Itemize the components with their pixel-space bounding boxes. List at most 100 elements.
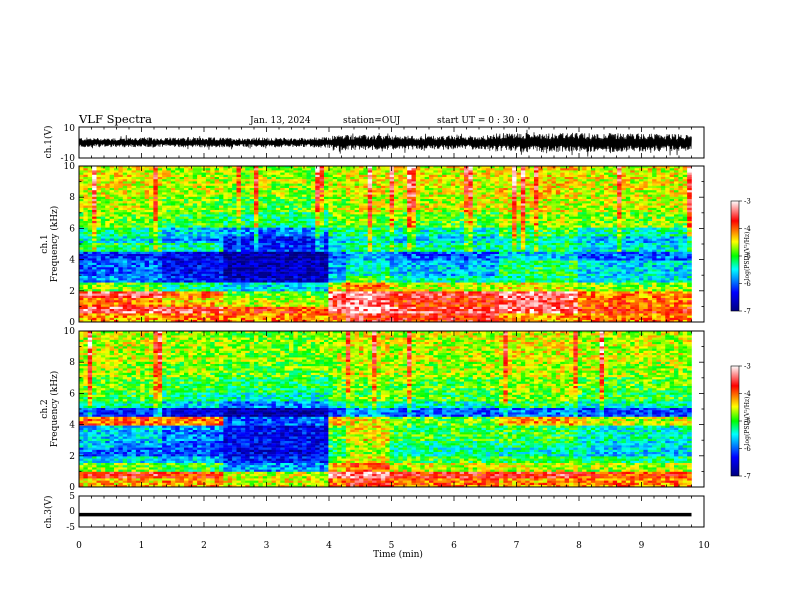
spectrogram-cell (245, 194, 250, 197)
spectrogram-cell (310, 232, 316, 235)
spectrogram-cell (249, 287, 255, 290)
spectrogram-cell (324, 236, 329, 239)
spectrogram-cell (267, 181, 272, 184)
spectrogram-cell (345, 251, 351, 255)
spectrogram-cell (170, 170, 176, 173)
spectrogram-cell (140, 267, 145, 270)
spectrogram-cell (240, 267, 246, 270)
spectrogram-cell (223, 293, 229, 296)
spectrogram-cell (223, 304, 229, 307)
spectrogram-cell (275, 315, 281, 318)
spectrogram-cell (232, 221, 237, 224)
spectrogram-cell (262, 210, 268, 213)
spectrogram-cell (227, 247, 233, 250)
spectrogram-cell (332, 181, 338, 184)
spectrogram-cell (280, 245, 285, 248)
spectrogram-cell (341, 179, 347, 182)
spectrogram-cell (293, 199, 299, 202)
spectrogram-cell (153, 179, 159, 182)
spectrogram-cell (140, 304, 145, 307)
spectrogram-cell (363, 210, 369, 213)
spectrogram-cell (227, 194, 233, 197)
spectrogram-cell (289, 306, 294, 310)
spectrogram-cell (258, 249, 264, 252)
spectrogram-cell (114, 273, 119, 277)
spectrogram-cell (354, 313, 360, 316)
spectrogram-cell (223, 196, 229, 200)
spectrogram-cell (345, 225, 351, 228)
spectrogram-cell (188, 196, 194, 200)
spectrogram-cell (179, 309, 185, 312)
spectrogram-cell (135, 227, 141, 230)
spectrogram-cell (324, 181, 329, 184)
spectrogram-cell (376, 212, 382, 215)
spectrogram-cell (201, 282, 207, 285)
spectrogram-cell (149, 190, 154, 193)
spectrogram-cell (162, 271, 167, 274)
spectrogram-cell (306, 216, 312, 219)
spectrogram-cell (153, 170, 159, 173)
spectrogram-cell (332, 218, 338, 222)
spectrogram-cell (122, 265, 128, 268)
spectrogram-cell (179, 174, 185, 178)
spectrogram-cell (140, 168, 145, 171)
spectrogram-cell (127, 256, 132, 259)
spectrogram-cell (127, 249, 132, 252)
spectrogram-cell (83, 183, 89, 186)
spectrogram-cell (170, 271, 176, 274)
spectrogram-cell (192, 214, 198, 217)
spectrogram-cell (179, 192, 185, 195)
spectrogram-cell (267, 306, 272, 310)
spectrogram-cell (271, 199, 277, 202)
spectrogram-cell (188, 238, 194, 241)
spectrogram-cell (96, 311, 102, 314)
spectrogram-cell (170, 212, 176, 215)
spectrogram-cell (315, 256, 320, 259)
spectrogram-cell (240, 284, 246, 288)
spectrogram-cell (131, 174, 137, 178)
spectrogram-cell (315, 254, 320, 257)
spectrogram-cell (289, 240, 294, 244)
spectrogram-cell (262, 298, 268, 301)
spectrogram-cell (227, 280, 233, 283)
spectrogram-cell (127, 232, 132, 235)
spectrogram-cell (192, 181, 198, 184)
spectrogram-cell (315, 262, 320, 266)
spectrogram-cell (214, 185, 220, 189)
spectrogram-cell (122, 172, 128, 175)
spectrogram-cell (105, 207, 110, 211)
spectrogram-cell (131, 254, 137, 257)
spectrogram-cell (105, 201, 110, 204)
spectrogram-cell (363, 315, 369, 318)
spectrogram-cell (96, 183, 102, 186)
spectrogram-cell (350, 166, 355, 169)
spectrogram-cell (324, 185, 329, 189)
spectrogram-cell (105, 210, 110, 213)
spectrogram-cell (109, 282, 115, 285)
spectrogram-cell (302, 315, 307, 318)
spectrogram-cell (96, 245, 102, 248)
spectrogram-cell (284, 256, 290, 259)
spectrogram-cell (144, 223, 150, 226)
spectrogram-cell (376, 194, 382, 197)
spectrogram-cell (197, 168, 202, 171)
spectrogram-cell (83, 293, 89, 296)
spectrogram-cell (87, 205, 93, 208)
spectrogram-cell (157, 196, 163, 200)
spectrogram-cell (262, 284, 268, 288)
spectrogram-cell (245, 227, 250, 230)
spectrogram-cell (254, 203, 259, 206)
spectrogram-cell (271, 166, 277, 169)
spectrogram-cell (153, 311, 159, 314)
spectrogram-cell (197, 174, 202, 178)
spectrogram-cell (367, 203, 373, 206)
spectrogram-cell (135, 170, 141, 173)
spectrogram-cell (328, 190, 334, 193)
spectrogram-cell (359, 251, 364, 255)
spectrogram-cell (188, 254, 194, 257)
spectrogram-cell (109, 249, 115, 252)
spectrogram-cell (83, 309, 89, 312)
spectrogram-cell (328, 236, 334, 239)
spectrogram-cell (170, 234, 176, 237)
spectrogram-cell (79, 196, 84, 200)
